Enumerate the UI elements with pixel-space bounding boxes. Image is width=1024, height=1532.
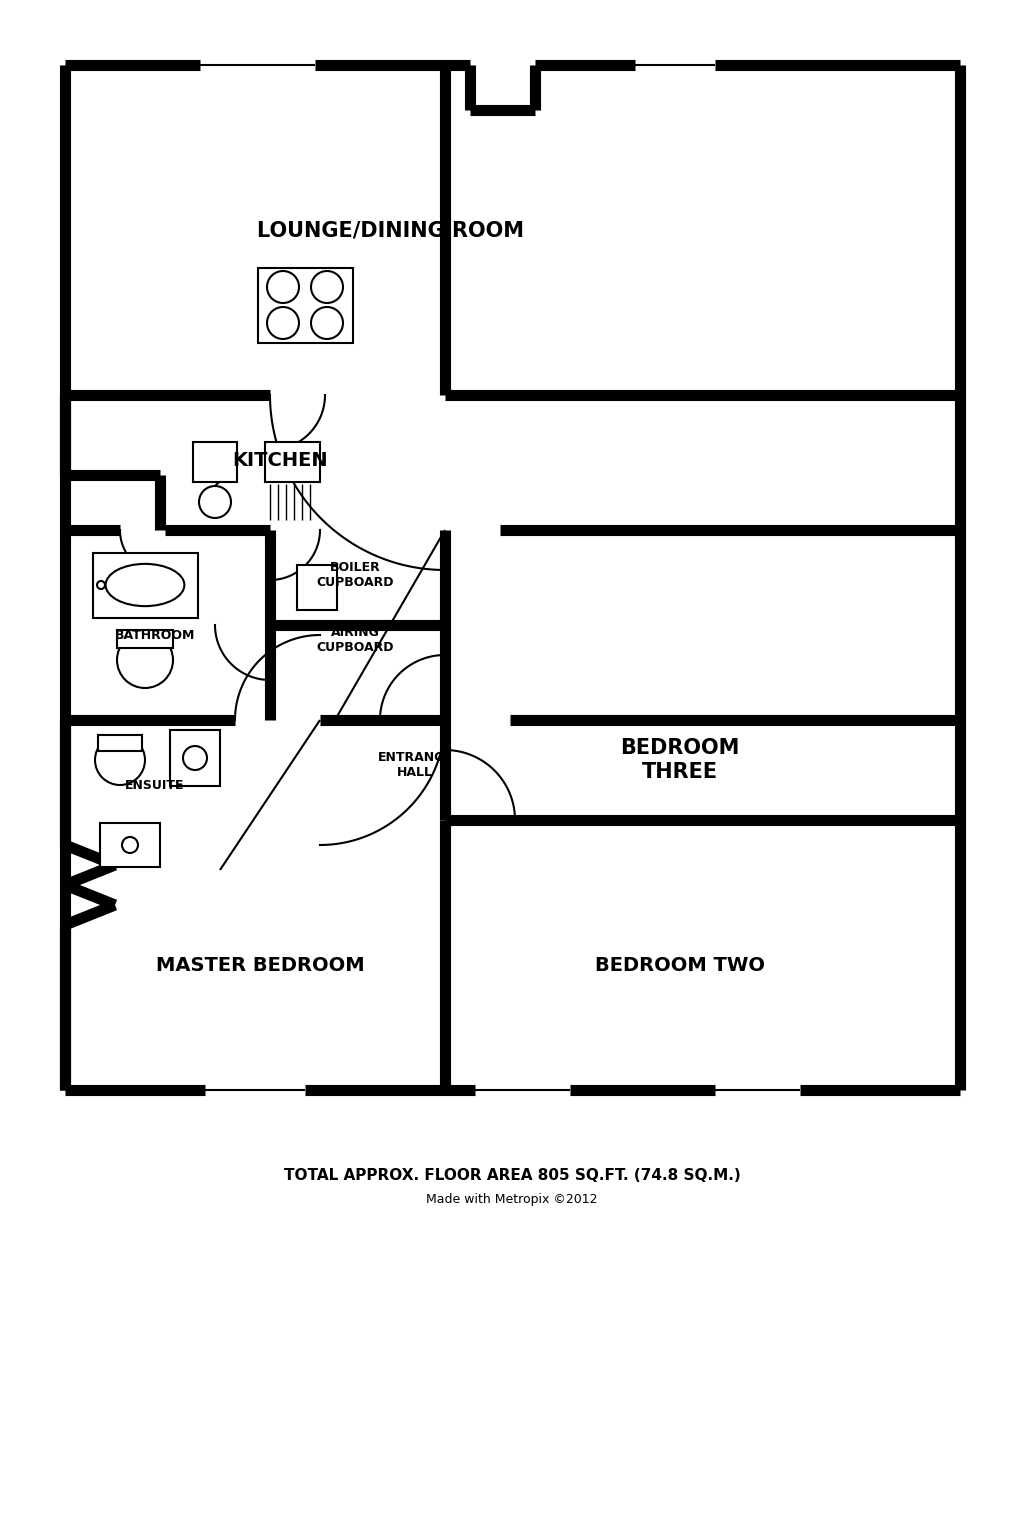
- Text: BATHROOM: BATHROOM: [115, 628, 196, 642]
- Text: LOUNGE/DINING ROOM: LOUNGE/DINING ROOM: [256, 221, 523, 241]
- Text: Made with Metropix ©2012: Made with Metropix ©2012: [426, 1193, 598, 1207]
- Bar: [117, 630, 173, 648]
- Text: BEDROOM TWO: BEDROOM TWO: [595, 956, 765, 974]
- Circle shape: [183, 746, 207, 771]
- Text: MASTER BEDROOM: MASTER BEDROOM: [156, 956, 365, 974]
- Bar: [98, 735, 142, 751]
- Text: ENSUITE: ENSUITE: [125, 778, 184, 792]
- Text: BOILER
CUPBOARD: BOILER CUPBOARD: [316, 561, 394, 588]
- Circle shape: [267, 306, 299, 339]
- Circle shape: [95, 735, 145, 784]
- Text: BEDROOM
THREE: BEDROOM THREE: [621, 738, 739, 781]
- Ellipse shape: [105, 564, 184, 607]
- Bar: [265, 443, 321, 483]
- Circle shape: [122, 836, 138, 853]
- Bar: [258, 268, 353, 343]
- Text: ENTRANCE
HALL: ENTRANCE HALL: [378, 751, 453, 778]
- Circle shape: [311, 306, 343, 339]
- Bar: [93, 553, 198, 617]
- Bar: [170, 731, 220, 786]
- Circle shape: [117, 633, 173, 688]
- Text: KITCHEN: KITCHEN: [232, 450, 328, 469]
- Bar: [297, 565, 337, 610]
- Circle shape: [267, 271, 299, 303]
- Text: AIRING
CUPBOARD: AIRING CUPBOARD: [316, 627, 394, 654]
- Circle shape: [199, 486, 231, 518]
- Bar: [193, 443, 237, 483]
- Bar: [100, 823, 160, 867]
- Circle shape: [311, 271, 343, 303]
- Text: TOTAL APPROX. FLOOR AREA 805 SQ.FT. (74.8 SQ.M.): TOTAL APPROX. FLOOR AREA 805 SQ.FT. (74.…: [284, 1167, 740, 1183]
